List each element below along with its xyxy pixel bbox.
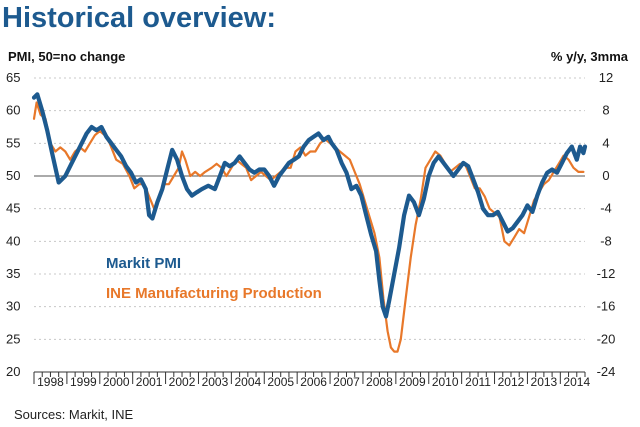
y-tick-left: 30 xyxy=(6,299,20,314)
y-tick-left: 25 xyxy=(6,331,20,346)
x-tick-label: 2014 xyxy=(563,375,590,389)
x-tick-label: 2004 xyxy=(234,375,261,389)
legend-markit-pmi: Markit PMI xyxy=(106,255,181,272)
y-tick-right: -8 xyxy=(600,233,612,248)
left-axis-unit-label: PMI, 50=no change xyxy=(8,49,125,64)
y-tick-left: 60 xyxy=(6,103,20,118)
right-y-axis: 12 8 4 0 -4 -8 -12 -16 -20 -24 xyxy=(597,70,616,379)
x-tick-label: 1999 xyxy=(70,375,97,389)
x-tick-label: 2007 xyxy=(333,375,360,389)
y-tick-right: -16 xyxy=(597,299,616,314)
x-tick-label: 2010 xyxy=(432,375,459,389)
y-tick-left: 20 xyxy=(6,364,20,379)
y-tick-right: -4 xyxy=(600,201,612,216)
y-tick-right: 8 xyxy=(602,103,609,118)
y-tick-left: 50 xyxy=(6,168,20,183)
chart-title: Historical overview: xyxy=(2,2,276,34)
series-lines xyxy=(31,92,588,353)
y-tick-left: 55 xyxy=(6,135,20,150)
y-tick-left: 40 xyxy=(6,233,20,248)
x-tick-label: 1998 xyxy=(37,375,64,389)
y-tick-right: 12 xyxy=(599,70,613,85)
gridlines xyxy=(34,77,585,340)
y-tick-left: 35 xyxy=(6,266,20,281)
x-tick-label: 2008 xyxy=(366,375,393,389)
x-tick-label: 2012 xyxy=(498,375,525,389)
y-tick-right: 0 xyxy=(602,168,609,183)
x-tick-label: 2003 xyxy=(202,375,229,389)
x-tick-label: 2000 xyxy=(103,375,130,389)
x-tick-label: 2005 xyxy=(267,375,294,389)
y-tick-right: -20 xyxy=(597,331,616,346)
y-tick-right: 4 xyxy=(602,135,609,150)
source-note: Sources: Markit, INE xyxy=(14,407,134,422)
x-axis: 1998 1999 2000 2001 2002 2003 2004 2005 2006 2007… xyxy=(33,371,590,389)
y-tick-right: -12 xyxy=(597,266,616,281)
x-tick-label: 2002 xyxy=(169,375,196,389)
series-markit-pmi xyxy=(31,92,588,319)
y-tick-right: -24 xyxy=(597,364,616,379)
x-tick-label: 2013 xyxy=(531,375,558,389)
legend-ine-production: INE Manufacturing Production xyxy=(106,285,322,302)
x-tick-label: 2001 xyxy=(136,375,163,389)
x-tick-label: 2011 xyxy=(465,375,491,389)
right-axis-unit-label: % y/y, 3mma xyxy=(551,49,629,64)
series-ine-production xyxy=(32,101,585,353)
y-tick-left: 45 xyxy=(6,201,20,216)
x-tick-label: 2009 xyxy=(399,375,426,389)
x-tick-label: 2006 xyxy=(300,375,327,389)
left-y-axis: 65 60 55 50 45 40 35 30 25 20 xyxy=(6,70,20,379)
y-tick-left: 65 xyxy=(6,70,20,85)
